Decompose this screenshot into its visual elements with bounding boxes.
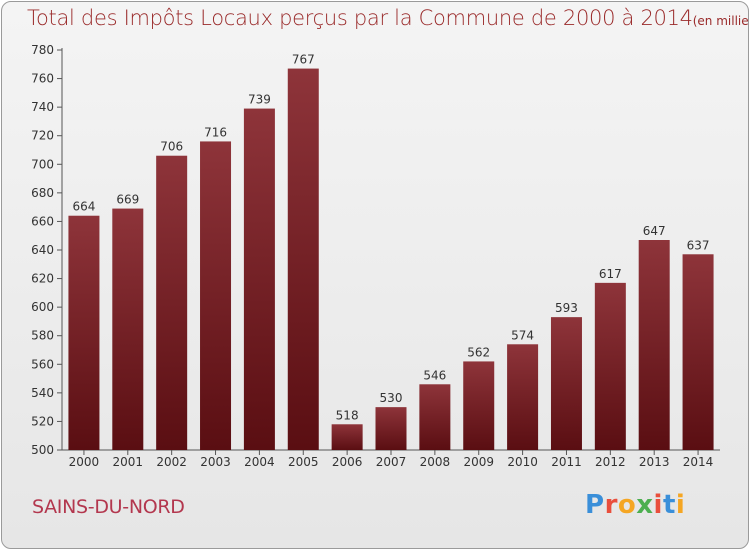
bar-2003 bbox=[200, 141, 232, 450]
bar-value-label: 574 bbox=[511, 328, 534, 342]
y-tick-label: 740 bbox=[31, 100, 54, 114]
x-tick-label: 2009 bbox=[463, 455, 494, 469]
chart-title-text: Total des Impôts Locaux perçus par la Co… bbox=[27, 6, 693, 30]
x-tick-label: 2012 bbox=[595, 455, 626, 469]
bar-value-label: 716 bbox=[204, 125, 227, 139]
bar-value-label: 706 bbox=[160, 140, 183, 154]
bar-2005 bbox=[287, 68, 319, 451]
bar-2014 bbox=[682, 254, 714, 450]
x-tick-label: 2000 bbox=[69, 455, 100, 469]
bar-2000 bbox=[68, 215, 100, 450]
logo-letter: o bbox=[617, 490, 637, 520]
chart-unit-label: (en milliers d'€) bbox=[692, 14, 749, 28]
logo-letter: t bbox=[662, 490, 676, 520]
bar-2006 bbox=[331, 424, 363, 450]
y-tick-label: 700 bbox=[31, 157, 54, 171]
bar-value-label: 530 bbox=[380, 391, 403, 405]
y-tick-label: 560 bbox=[31, 357, 54, 371]
bar-value-label: 617 bbox=[599, 267, 622, 281]
bar-2010 bbox=[507, 344, 539, 450]
bar-value-label: 669 bbox=[116, 193, 139, 207]
y-tick-label: 780 bbox=[31, 43, 54, 57]
y-tick-label: 680 bbox=[31, 186, 54, 200]
x-tick-label: 2004 bbox=[244, 455, 275, 469]
y-tick-label: 500 bbox=[31, 443, 54, 457]
y-tick-label: 640 bbox=[31, 243, 54, 257]
bar-2013 bbox=[638, 240, 670, 450]
logo-letter: r bbox=[604, 490, 618, 520]
y-tick-label: 620 bbox=[31, 272, 54, 286]
logo-letter: x bbox=[636, 490, 654, 520]
x-tick-label: 2011 bbox=[551, 455, 582, 469]
x-tick-label: 2007 bbox=[376, 455, 407, 469]
bar-2009 bbox=[463, 361, 495, 450]
bar-value-label: 518 bbox=[336, 408, 359, 422]
y-tick-label: 720 bbox=[31, 129, 54, 143]
x-tick-label: 2013 bbox=[639, 455, 670, 469]
bar-2008 bbox=[419, 384, 451, 450]
bar-value-label: 562 bbox=[467, 345, 490, 359]
bar-2011 bbox=[550, 317, 582, 450]
bar-value-label: 637 bbox=[687, 238, 710, 252]
y-tick-label: 760 bbox=[31, 72, 54, 86]
commune-name: SAINS-DU-NORD bbox=[32, 496, 185, 518]
bar-2002 bbox=[156, 155, 188, 450]
x-tick-label: 2008 bbox=[420, 455, 451, 469]
bar-value-label: 647 bbox=[643, 224, 666, 238]
logo-letter: i bbox=[653, 490, 663, 520]
bar-value-label: 739 bbox=[248, 93, 271, 107]
logo-letter: P bbox=[585, 490, 605, 520]
proxiti-logo[interactable]: Proxiti bbox=[585, 490, 685, 520]
x-tick-label: 2014 bbox=[683, 455, 714, 469]
bar-2001 bbox=[112, 208, 144, 450]
x-tick-label: 2002 bbox=[156, 455, 187, 469]
y-tick-label: 580 bbox=[31, 329, 54, 343]
chart-title: Total des Impôts Locaux perçus par la Co… bbox=[27, 6, 749, 30]
x-tick-label: 2001 bbox=[113, 455, 144, 469]
x-tick-label: 2005 bbox=[288, 455, 319, 469]
bar-value-label: 767 bbox=[292, 53, 315, 67]
bar-2004 bbox=[243, 108, 275, 451]
y-tick-label: 520 bbox=[31, 414, 54, 428]
x-tick-label: 2003 bbox=[200, 455, 231, 469]
y-tick-label: 540 bbox=[31, 386, 54, 400]
bar-2012 bbox=[594, 282, 626, 450]
x-tick-label: 2006 bbox=[332, 455, 363, 469]
x-tick-label: 2010 bbox=[507, 455, 538, 469]
bar-2007 bbox=[375, 407, 407, 450]
bar-value-label: 546 bbox=[423, 368, 446, 382]
bar-value-label: 664 bbox=[72, 200, 95, 214]
bar-value-label: 593 bbox=[555, 301, 578, 315]
y-tick-label: 600 bbox=[31, 300, 54, 314]
y-tick-label: 660 bbox=[31, 214, 54, 228]
logo-letter: i bbox=[675, 490, 686, 520]
